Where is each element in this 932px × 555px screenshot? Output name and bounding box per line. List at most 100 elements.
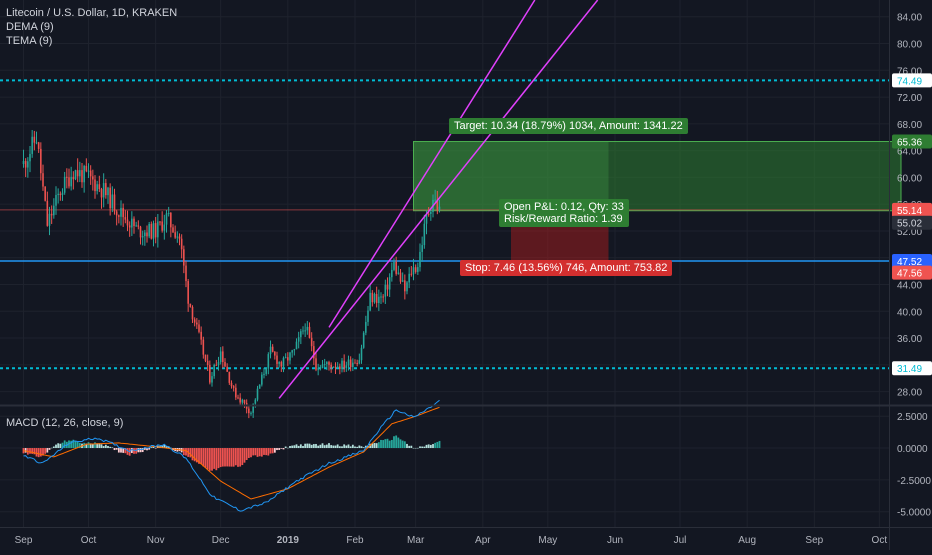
macd-histogram-bar: [224, 448, 226, 467]
y-tick-label: 52.00: [897, 227, 922, 238]
candle-body: [55, 194, 57, 206]
macd-indicator-label[interactable]: MACD (12, 26, close, 9): [6, 417, 124, 429]
macd-histogram-bar: [280, 448, 283, 449]
macd-histogram-bar: [354, 446, 356, 449]
macd-histogram-bar: [150, 447, 153, 449]
x-tick-label: Jul: [674, 535, 687, 546]
x-tick-label: Nov: [147, 535, 165, 546]
candle-body: [343, 360, 345, 369]
candle-body: [185, 265, 187, 282]
symbol-title[interactable]: Litecoin / U.S. Dollar, 1D, KRAKEN: [6, 7, 178, 19]
macd-histogram-bar: [334, 445, 337, 449]
macd-histogram-bar: [325, 444, 328, 449]
tema-indicator-label[interactable]: TEMA (9): [6, 35, 53, 47]
macd-histogram-bar: [302, 445, 304, 449]
candle-body: [278, 362, 280, 364]
macd-histogram-bar: [122, 448, 125, 453]
macd-histogram-bar: [165, 446, 168, 449]
macd-gridlines: [0, 406, 889, 527]
macd-histogram-bar: [416, 447, 419, 449]
macd-histogram-bar: [137, 448, 140, 453]
candle-body: [352, 362, 354, 368]
candle-body: [380, 296, 382, 298]
signal-line: [23, 406, 440, 500]
macd-histogram-bar: [393, 436, 395, 449]
macd-histogram-bar: [371, 443, 374, 449]
y-tick-label: 80.00: [897, 40, 922, 51]
macd-histogram-bar: [377, 442, 380, 449]
macd-tick-label: -5.0000: [897, 508, 931, 519]
candle-body: [120, 207, 122, 217]
candle-body: [193, 319, 196, 323]
candle-body: [92, 176, 94, 180]
stop-label: Stop: 7.46 (13.56%) 746, Amount: 753.82: [460, 260, 673, 276]
candle-body: [371, 292, 374, 303]
candle-body: [42, 173, 44, 187]
target-zone: [413, 141, 902, 212]
macd-histogram-bar: [427, 444, 430, 449]
macd-histogram-bar: [85, 443, 88, 449]
candle-body: [144, 232, 146, 237]
candle-body: [414, 267, 417, 272]
candle-body: [226, 366, 228, 372]
y-tick-label: 84.00: [897, 13, 922, 24]
macd-histogram-bar: [211, 448, 213, 471]
candle-body: [282, 357, 285, 367]
candle-body: [109, 187, 111, 209]
macd-histogram-bar: [39, 448, 42, 457]
candle-body: [384, 284, 387, 297]
macd-histogram-bar: [403, 441, 406, 449]
macd-histogram-bar: [397, 437, 400, 449]
candle-body: [141, 236, 144, 238]
macd-histogram-bar: [250, 448, 252, 458]
macd-histogram-bar: [408, 445, 411, 449]
y-tick-label: 28.00: [897, 388, 922, 399]
candle-body: [399, 272, 402, 282]
candle-body: [46, 200, 49, 226]
dema-indicator-label[interactable]: DEMA (9): [6, 21, 54, 33]
macd-histogram-bar: [345, 445, 348, 449]
candle-body: [263, 373, 265, 375]
macd-histogram-bar: [351, 444, 354, 449]
candle-body: [395, 261, 397, 274]
candle-body: [375, 293, 378, 304]
candle-body: [170, 212, 172, 228]
macd-histogram-bar: [406, 443, 408, 449]
candle-body: [386, 284, 389, 290]
candle-body: [85, 165, 88, 172]
candle-body: [102, 183, 105, 198]
candle-body: [224, 362, 226, 367]
candle-body: [261, 374, 263, 385]
candle-body: [421, 245, 423, 252]
candle-body: [341, 360, 343, 369]
macd-histogram-bar: [315, 443, 317, 449]
macd-histogram-bar: [421, 446, 424, 449]
candle-body: [367, 310, 369, 322]
macd-histogram-bar: [263, 448, 265, 455]
candle-body: [131, 218, 133, 228]
macd-histogram-bar: [336, 444, 339, 449]
macd-histogram-bar: [388, 440, 391, 449]
macd-histogram-bar: [414, 447, 417, 449]
candle-body: [349, 359, 352, 368]
price-tag: [892, 202, 932, 217]
x-tick-label: Mar: [407, 535, 425, 546]
macd-histogram-bar: [373, 442, 376, 449]
macd-histogram-bar: [146, 448, 148, 451]
candle-body: [293, 349, 296, 351]
candle-body: [183, 249, 185, 266]
macd-histogram-bar: [328, 443, 330, 449]
candle-body: [267, 354, 270, 369]
candle-body: [319, 367, 322, 369]
candle-body: [63, 176, 66, 193]
price-tag: [892, 134, 932, 149]
x-tick-label: 2019: [277, 535, 300, 546]
candle-body: [122, 207, 124, 218]
macd-histogram-bar: [102, 446, 105, 449]
candle-body: [139, 226, 142, 238]
candle-body: [157, 221, 159, 238]
price-tag-label: 55.14: [897, 206, 922, 217]
